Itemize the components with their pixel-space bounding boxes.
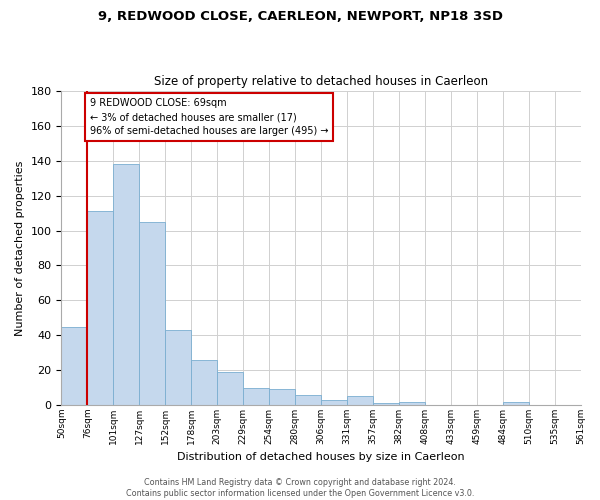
Text: 9, REDWOOD CLOSE, CAERLEON, NEWPORT, NP18 3SD: 9, REDWOOD CLOSE, CAERLEON, NEWPORT, NP1… (97, 10, 503, 23)
X-axis label: Distribution of detached houses by size in Caerleon: Distribution of detached houses by size … (177, 452, 465, 462)
Bar (399, 402, 425, 405)
Bar (269, 390, 295, 405)
Bar (347, 396, 373, 405)
Bar (217, 372, 243, 405)
Bar (139, 222, 165, 405)
Title: Size of property relative to detached houses in Caerleon: Size of property relative to detached ho… (154, 76, 488, 88)
Bar (165, 330, 191, 405)
Text: 9 REDWOOD CLOSE: 69sqm
← 3% of detached houses are smaller (17)
96% of semi-deta: 9 REDWOOD CLOSE: 69sqm ← 3% of detached … (90, 98, 328, 136)
Bar (113, 164, 139, 405)
Bar (243, 388, 269, 405)
Bar (295, 394, 321, 405)
Text: Contains HM Land Registry data © Crown copyright and database right 2024.
Contai: Contains HM Land Registry data © Crown c… (126, 478, 474, 498)
Bar (191, 360, 217, 405)
Bar (321, 400, 347, 405)
Bar (61, 326, 88, 405)
Bar (373, 404, 399, 405)
Bar (88, 212, 113, 405)
Y-axis label: Number of detached properties: Number of detached properties (15, 160, 25, 336)
Bar (503, 402, 529, 405)
